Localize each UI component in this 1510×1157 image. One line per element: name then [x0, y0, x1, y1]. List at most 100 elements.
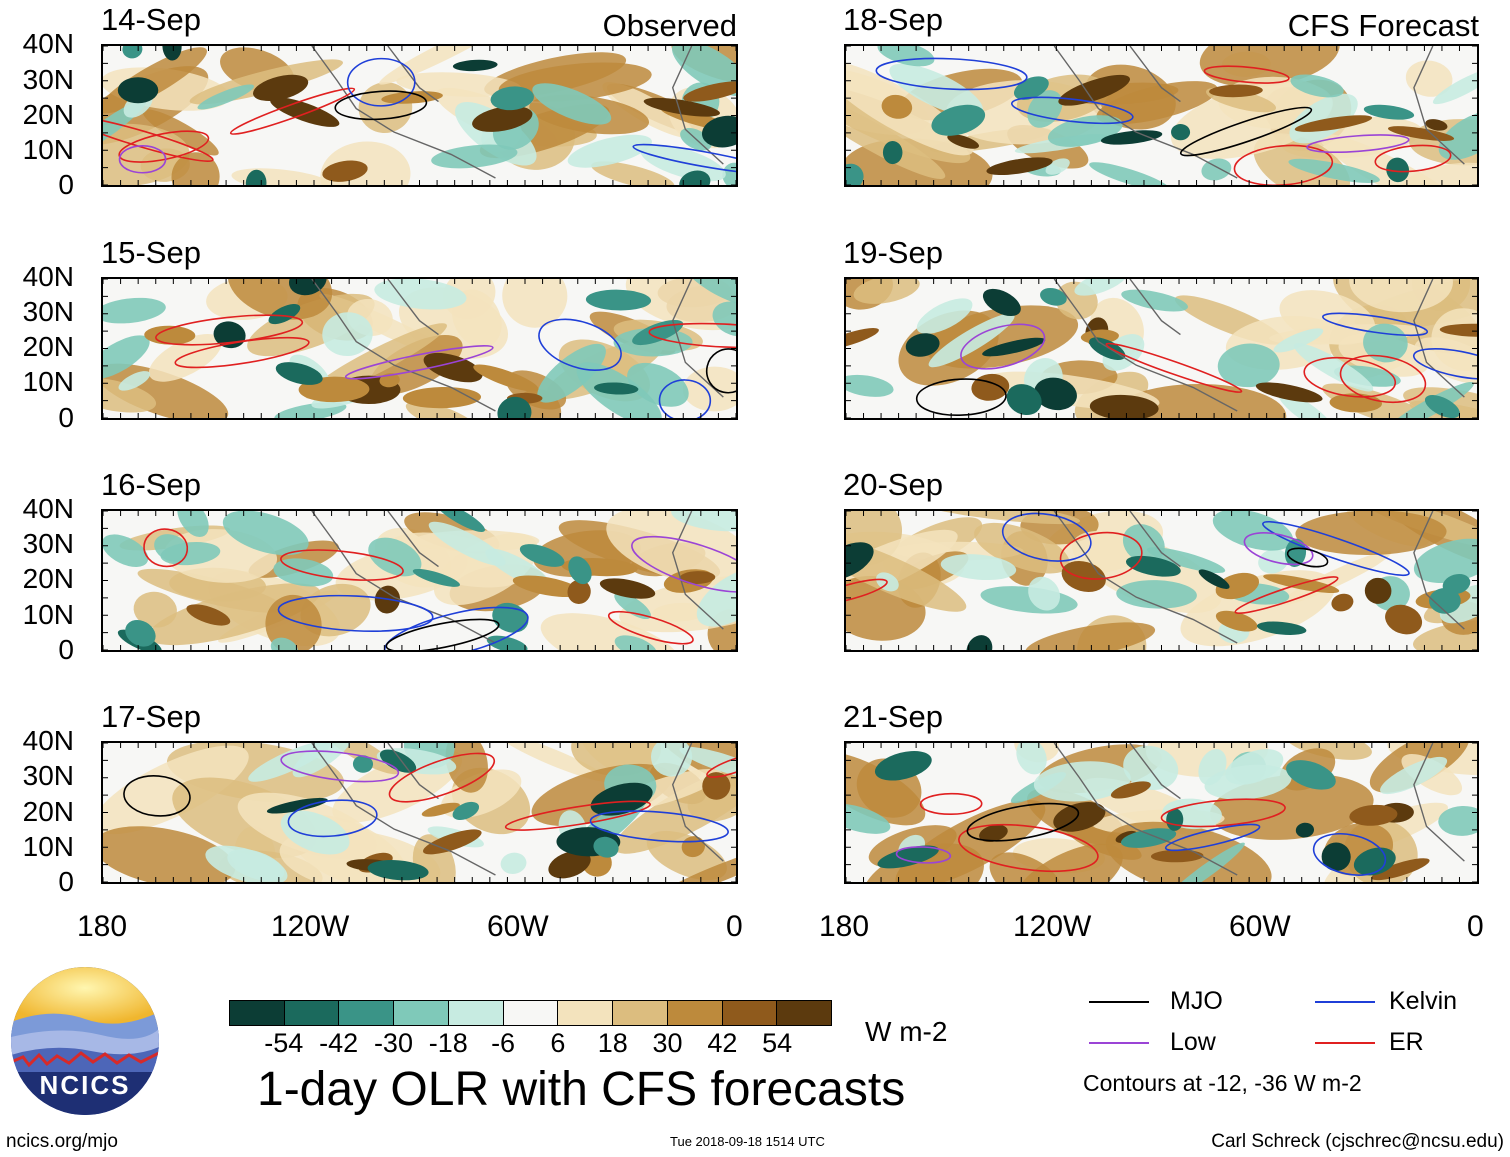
panel-date-forecast-1: 18-Sep: [843, 2, 943, 37]
olr-anomaly-positive-core: [599, 578, 656, 599]
logo-text: NCICS: [40, 1070, 131, 1100]
lat-label-eq: 0: [58, 402, 74, 433]
olr-anomaly-negative: [1413, 538, 1477, 584]
colorbar-swatch: [394, 1001, 449, 1025]
lon-label-120w-left: 120W: [271, 910, 350, 943]
olr-anomaly-positive-core: [423, 829, 482, 855]
olr-anomaly-negative-core: [585, 289, 652, 311]
olr-anomaly-negative-core: [1353, 847, 1396, 876]
olr-anomaly-positive: [846, 751, 926, 826]
olr-anomaly-positive: [433, 533, 538, 606]
panel-date-observed-1: 14-Sep: [101, 2, 201, 37]
contour-kelvin: [658, 379, 712, 418]
footer-timestamp: Tue 2018-09-18 1514 UTC: [670, 1134, 825, 1149]
lat-label-eq: 0: [58, 169, 74, 200]
panel-date-forecast-4: 21-Sep: [843, 699, 943, 734]
lon-label-180-right: 180: [819, 910, 870, 943]
olr-anomaly-positive: [502, 279, 568, 328]
olr-anomaly-negative-core: [490, 86, 534, 111]
colorbar-swatch: [613, 1001, 668, 1025]
olr-anomaly-negative-core: [590, 782, 653, 816]
lon-label-120w-right: 120W: [1013, 910, 1092, 943]
contour-low: [118, 144, 167, 174]
olr-anomaly-positive-core: [979, 824, 1008, 843]
olr-anomaly-negative: [1028, 576, 1061, 611]
contour-low: [1306, 134, 1410, 154]
olr-anomaly-positive-core: [1387, 126, 1455, 141]
olr-anomaly-positive-core: [1294, 115, 1373, 132]
olr-anomaly-positive: [571, 743, 662, 777]
lon-label-180-left: 180: [77, 910, 128, 943]
contour-er: [648, 322, 736, 349]
axis-ticks: [846, 511, 1477, 650]
olr-anomaly-positive-core: [1364, 577, 1392, 604]
olr-anomaly-positive: [1025, 622, 1156, 650]
olr-field: [103, 46, 736, 185]
contours-note: Contours at -12, -36 W m-2: [1083, 1070, 1362, 1096]
olr-anomaly-negative-core: [367, 860, 429, 881]
olr-field: [846, 279, 1477, 418]
olr-anomaly-positive: [142, 109, 219, 156]
olr-anomaly-negative-core: [701, 115, 736, 148]
olr-anomaly-positive: [614, 762, 736, 854]
olr-anomaly-negative-core: [497, 396, 532, 418]
olr-anomaly-positive-core: [1371, 858, 1430, 881]
contour-er: [280, 549, 404, 581]
olr-anomaly-positive-core: [1110, 781, 1151, 799]
contour-er: [706, 753, 736, 778]
olr-map-forecast-19-sep: [844, 277, 1479, 420]
contour-er: [1233, 144, 1334, 185]
olr-anomaly-positive-core: [1215, 572, 1260, 600]
contour-er: [229, 87, 356, 135]
contour-er: [1234, 576, 1339, 615]
olr-anomaly-negative: [1198, 748, 1227, 786]
contour-er: [1203, 65, 1290, 84]
contour-mjo: [1286, 547, 1329, 568]
olr-anomaly-negative-core: [905, 333, 940, 357]
olr-anomaly-negative-core: [882, 140, 903, 165]
colorbar-swatch: [503, 1001, 559, 1025]
olr-field: [846, 511, 1477, 650]
olr-anomaly-negative: [177, 511, 209, 538]
colorbar-tick-label: -54: [264, 1028, 304, 1058]
olr-anomaly-negative: [846, 374, 894, 397]
olr-anomaly-negative: [280, 810, 350, 855]
legend-line-low: [1089, 1042, 1149, 1044]
olr-field: [846, 743, 1477, 882]
olr-anomaly-positive: [320, 141, 411, 185]
olr-anomaly-positive: [1413, 619, 1477, 650]
panel-date-observed-4: 17-Sep: [101, 699, 201, 734]
olr-anomaly-positive: [540, 613, 681, 650]
contour-mjo: [705, 348, 736, 394]
olr-anomaly-negative: [1122, 524, 1165, 563]
lat-label-eq: 0: [58, 634, 74, 665]
olr-map-observed-14-sep: [101, 44, 738, 187]
olr-anomaly-positive-core: [881, 94, 913, 119]
legend-label-mjo: MJO: [1170, 987, 1223, 1015]
olr-anomaly-negative: [205, 845, 288, 882]
colorbar-units: W m-2: [865, 1016, 948, 1047]
colorbar-tick-label: -18: [428, 1028, 468, 1058]
olr-anomaly-positive: [133, 591, 177, 628]
olr-anomaly-negative: [1290, 74, 1344, 98]
legend-label-er: ER: [1389, 1028, 1424, 1056]
lat-label-40n: 40N: [22, 28, 74, 59]
olr-anomaly-positive: [853, 279, 920, 304]
olr-anomaly-positive-core: [186, 604, 231, 626]
olr-anomaly-negative: [1293, 343, 1374, 392]
olr-anomaly-negative-core: [982, 337, 1046, 357]
coastline: [311, 743, 724, 876]
contour-kelvin: [1412, 348, 1477, 380]
olr-anomaly-negative-core: [486, 635, 528, 650]
olr-anomaly-negative: [428, 521, 506, 566]
contour-kelvin: [1262, 520, 1410, 577]
olr-anomaly-negative-core: [1442, 574, 1471, 595]
lat-label-20n: 20N: [22, 796, 74, 827]
olr-anomaly-positive-core: [1053, 802, 1106, 832]
olr-anomaly-negative-core: [1363, 104, 1415, 120]
olr-anomaly-negative: [1278, 391, 1334, 418]
olr-anomaly-negative: [103, 335, 150, 380]
olr-anomaly-positive: [895, 800, 1046, 882]
colorbar-tick-label: -6: [491, 1028, 516, 1058]
olr-anomaly-negative-core: [435, 511, 485, 532]
